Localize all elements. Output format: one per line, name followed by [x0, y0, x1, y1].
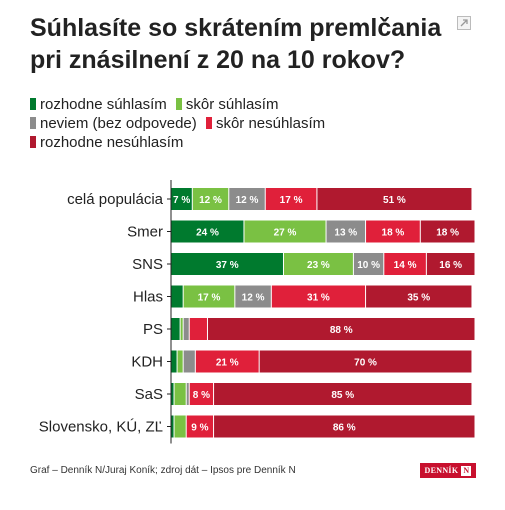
- bar-value-label: 23 %: [307, 260, 330, 271]
- bar-value-label: 31 %: [307, 293, 330, 304]
- source-credit: Graf – Denník N/Juraj Koník; zdroj dát –…: [30, 465, 296, 476]
- bar-segment: [366, 220, 420, 243]
- bar-value-label: 16 %: [439, 260, 462, 271]
- bar-segment: [171, 253, 283, 275]
- bar-value-label: 10 %: [357, 260, 380, 271]
- bar-value-label: 70 %: [354, 358, 377, 369]
- chart-title: Súhlasíte so skrátením premlčania pri zn…: [30, 14, 442, 74]
- bar-segment: [195, 350, 259, 373]
- bar-segment: [214, 383, 472, 405]
- bar-segment: [271, 285, 366, 308]
- bar-segment: [171, 318, 180, 340]
- bar-value-label: 21 %: [216, 358, 239, 369]
- bar-value-label: 14 %: [394, 260, 417, 271]
- bar-value-label: 24 %: [196, 228, 219, 239]
- legend-swatch: [30, 98, 36, 110]
- bar-segment: [177, 350, 183, 373]
- bar-segment: [235, 285, 271, 308]
- bar-value-label: 35 %: [407, 293, 430, 304]
- bar-segment: [229, 188, 265, 210]
- bar-segment: [174, 383, 186, 405]
- bar-value-label: 12 %: [236, 195, 259, 206]
- legend-item: rozhodne nesúhlasím: [30, 133, 183, 152]
- bar-value-label: 88 %: [330, 325, 353, 336]
- bar-segment: [171, 350, 177, 373]
- bar-segment: [384, 253, 426, 275]
- legend-label: rozhodne nesúhlasím: [40, 134, 184, 151]
- legend-label: rozhodne súhlasím: [40, 96, 167, 113]
- bar-segment: [189, 318, 207, 340]
- legend-item: skôr súhlasím: [175, 95, 279, 114]
- category-label: Smer: [127, 224, 163, 241]
- bar-segment: [171, 383, 174, 405]
- legend-label: skôr nesúhlasím: [215, 115, 326, 132]
- bar-segment: [180, 318, 183, 340]
- bar-segment: [192, 188, 229, 210]
- legend-swatch: [205, 117, 212, 129]
- bar-segment: [171, 285, 183, 308]
- bar-value-label: 37 %: [216, 260, 239, 271]
- bar-value-label: 85 %: [331, 390, 354, 401]
- bar-segment: [426, 253, 475, 275]
- category-label: SNS: [132, 256, 163, 273]
- category-label: PS: [143, 321, 163, 338]
- bar-segment: [186, 383, 189, 405]
- bar-segment: [283, 253, 353, 275]
- bar-segment: [259, 350, 472, 373]
- category-label: SaS: [135, 386, 163, 403]
- bar-segment: [207, 318, 475, 340]
- logo-text: DENNÍK: [424, 466, 459, 475]
- bar-segment: [214, 415, 475, 438]
- bar-segment: [189, 383, 214, 405]
- bar-segment: [171, 220, 244, 243]
- bar-segment: [174, 415, 186, 438]
- legend: rozhodne súhlasím skôr súhlasím neviem (…: [30, 95, 470, 152]
- bar-value-label: 27 %: [274, 228, 297, 239]
- category-label: Hlas: [133, 289, 163, 306]
- bar-segment: [265, 188, 317, 210]
- legend-label: skôr súhlasím: [185, 96, 279, 113]
- bar-segment: [317, 188, 472, 210]
- bar-value-label: 12 %: [242, 293, 265, 304]
- bar-value-label: 17 %: [198, 293, 221, 304]
- legend-item: neviem (bez odpovede): [30, 114, 197, 133]
- dennik-n-logo: DENNÍK N: [420, 463, 476, 478]
- bar-segment: [244, 220, 326, 243]
- bar-segment: [183, 318, 189, 340]
- bar-value-label: 13 %: [334, 228, 357, 239]
- stacked-bar-chart: celá populácia 7 % 12 % 12 % 17 % 51 % Smer 24 …: [39, 180, 475, 444]
- bar-segment: [183, 350, 195, 373]
- legend-swatch: [30, 117, 36, 129]
- bar-value-label: 9 %: [191, 423, 208, 434]
- bar-segment: [326, 220, 366, 243]
- bar-value-label: 12 %: [199, 195, 222, 206]
- legend-label: neviem (bez odpovede): [40, 115, 197, 132]
- bar-segment: [366, 285, 472, 308]
- category-label: KDH: [131, 354, 163, 371]
- bar-segment: [171, 188, 192, 210]
- legend-item: rozhodne súhlasím: [30, 95, 167, 114]
- bar-segment: [353, 253, 384, 275]
- bar-segment: [183, 285, 235, 308]
- bar-value-label: 86 %: [333, 423, 356, 434]
- bar-value-label: 18 %: [436, 228, 459, 239]
- bar-segment: [186, 415, 214, 438]
- bar-value-label: 7 %: [173, 195, 190, 206]
- legend-item: skôr nesúhlasím: [205, 114, 326, 133]
- bar-segment: [171, 415, 174, 438]
- expand-icon[interactable]: [457, 16, 471, 30]
- bar-value-label: 51 %: [383, 195, 406, 206]
- category-label: celá populácia: [67, 191, 164, 208]
- bar-value-label: 17 %: [280, 195, 303, 206]
- bar-segment: [420, 220, 475, 243]
- legend-swatch: [175, 98, 182, 110]
- category-label: Slovensko, KÚ, ZĽ: [39, 419, 163, 436]
- logo-letter: N: [461, 465, 472, 476]
- legend-swatch: [30, 136, 36, 148]
- bar-value-label: 18 %: [382, 228, 405, 239]
- bar-value-label: 8 %: [193, 390, 210, 401]
